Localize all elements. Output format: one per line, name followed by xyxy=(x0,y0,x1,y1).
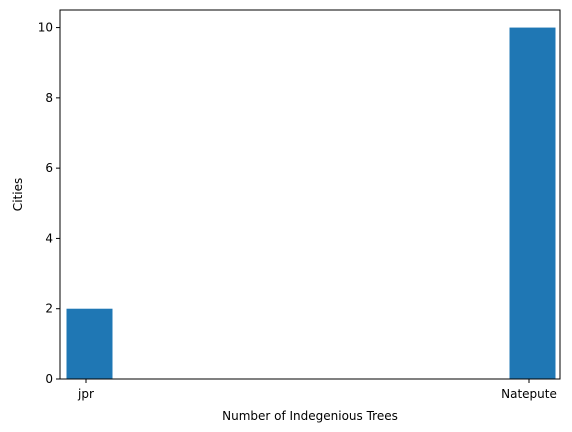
y-tick-label: 0 xyxy=(45,372,53,386)
y-tick-label: 2 xyxy=(45,302,53,316)
x-tick-label: Natepute xyxy=(501,387,557,401)
y-tick-label: 10 xyxy=(38,21,53,35)
plot-frame xyxy=(59,9,561,380)
y-tick-label: 6 xyxy=(45,161,53,175)
x-axis-label: Number of Indegenious Trees xyxy=(222,409,398,423)
plot-area xyxy=(60,10,560,379)
bar-natepute xyxy=(509,27,556,379)
y-tick-label: 8 xyxy=(45,91,53,105)
y-tick-label: 4 xyxy=(45,231,53,245)
y-axis-label: Cities xyxy=(11,178,25,211)
x-tick-label: jpr xyxy=(77,387,94,401)
bar-jpr xyxy=(66,308,113,379)
